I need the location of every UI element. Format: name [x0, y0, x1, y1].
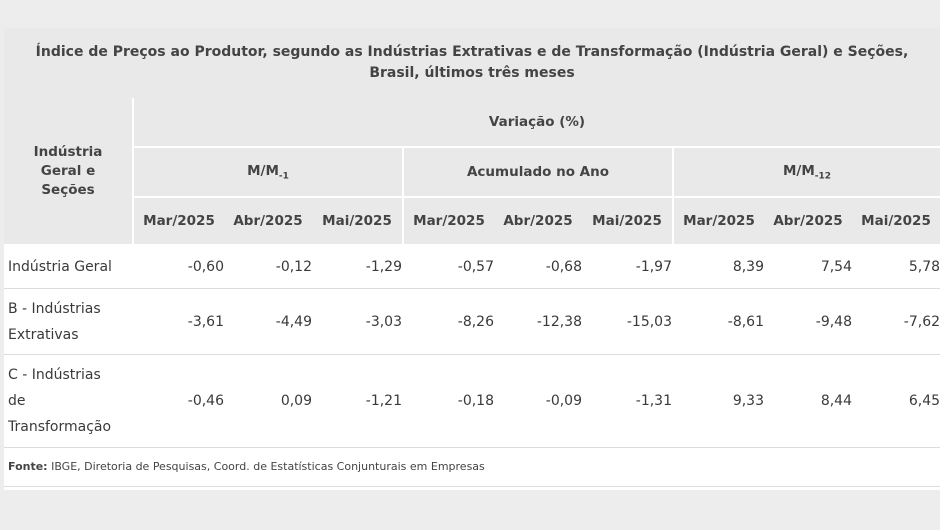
cell-value: -0,09 — [494, 355, 582, 448]
row-header-line: Indústria — [33, 143, 103, 160]
cell-value: -9,48 — [764, 289, 852, 355]
row-label: Indústria Geral — [4, 246, 132, 289]
group-header-mm12: M/M-12 — [672, 148, 940, 198]
cell-value: -4,49 — [224, 289, 312, 355]
cell-value: -8,61 — [672, 289, 764, 355]
month-header: Mai/2025 — [582, 198, 672, 246]
cell-value: -12,38 — [494, 289, 582, 355]
variation-header: Variação (%) — [132, 98, 940, 148]
row-label-line: C - Indústrias — [8, 367, 101, 383]
source-text: IBGE, Diretoria de Pesquisas, Coord. de … — [47, 460, 485, 473]
cell-value: -8,26 — [402, 289, 494, 355]
month-header: Abr/2025 — [224, 198, 312, 246]
cell-value: -1,21 — [312, 355, 402, 448]
row-label: B - Indústrias Extrativas — [4, 289, 132, 355]
ipp-table: Indústria Geral e Seções Variação (%) M/… — [4, 98, 940, 448]
cell-value: -1,97 — [582, 246, 672, 289]
cell-value: -0,12 — [224, 246, 312, 289]
cell-value: -3,03 — [312, 289, 402, 355]
month-header: Mar/2025 — [132, 198, 224, 246]
group-header-sub: -1 — [278, 171, 289, 182]
row-header-line: Seções — [41, 181, 95, 198]
row-label-line: Extrativas — [8, 326, 79, 343]
source-label: Fonte: — [8, 460, 48, 473]
cell-value: 8,44 — [764, 355, 852, 448]
row-label-line: de — [8, 393, 26, 409]
row-label-line: Indústria Geral — [8, 259, 112, 275]
month-header: Mai/2025 — [312, 198, 402, 246]
table-title: Índice de Preços ao Produtor, segundo as… — [4, 28, 940, 98]
row-header-line: Geral e — [40, 162, 96, 179]
cell-value: 7,54 — [764, 246, 852, 289]
cell-value: -0,18 — [402, 355, 494, 448]
cell-value: 5,78 — [852, 246, 940, 289]
row-header: Indústria Geral e Seções — [4, 98, 132, 246]
row-label-line: Transformação — [8, 419, 112, 435]
group-header-sub: -12 — [814, 171, 832, 182]
table-title-line-2: Brasil, últimos três meses — [369, 65, 575, 81]
cell-value: -3,61 — [132, 289, 224, 355]
month-header: Abr/2025 — [494, 198, 582, 246]
cell-value: -15,03 — [582, 289, 672, 355]
source-note: Fonte: IBGE, Diretoria de Pesquisas, Coo… — [4, 448, 940, 487]
month-header: Mar/2025 — [402, 198, 494, 246]
group-header-mm1: M/M-1 — [132, 148, 402, 198]
cell-value: 8,39 — [672, 246, 764, 289]
table-row: C - Indústrias de Transformação -0,46 0,… — [4, 355, 940, 448]
cell-value: -1,29 — [312, 246, 402, 289]
table-card: Índice de Preços ao Produtor, segundo as… — [4, 28, 940, 490]
group-header-main: Acumulado no Ano — [466, 164, 610, 180]
table-title-line-1: Índice de Preços ao Produtor, segundo as… — [35, 44, 909, 60]
cell-value: 6,45 — [852, 355, 940, 448]
cell-value: -0,57 — [402, 246, 494, 289]
cell-value: -0,46 — [132, 355, 224, 448]
group-header-accumulated: Acumulado no Ano — [402, 148, 672, 198]
cell-value: -1,31 — [582, 355, 672, 448]
cell-value: 0,09 — [224, 355, 312, 448]
month-header: Abr/2025 — [764, 198, 852, 246]
cell-value: 9,33 — [672, 355, 764, 448]
cell-value: -0,68 — [494, 246, 582, 289]
month-header: Mar/2025 — [672, 198, 764, 246]
group-header-main: M/M — [782, 162, 815, 179]
row-label-line: B - Indústrias — [8, 300, 101, 317]
group-header-main: M/M — [247, 162, 279, 179]
row-label: C - Indústrias de Transformação — [4, 355, 132, 448]
table-row: B - Indústrias Extrativas -3,61 -4,49 -3… — [4, 289, 940, 355]
cell-value: -7,62 — [852, 289, 940, 355]
month-header: Mai/2025 — [852, 198, 940, 246]
cell-value: -0,60 — [132, 246, 224, 289]
table-row: Indústria Geral -0,60 -0,12 -1,29 -0,57 … — [4, 246, 940, 289]
